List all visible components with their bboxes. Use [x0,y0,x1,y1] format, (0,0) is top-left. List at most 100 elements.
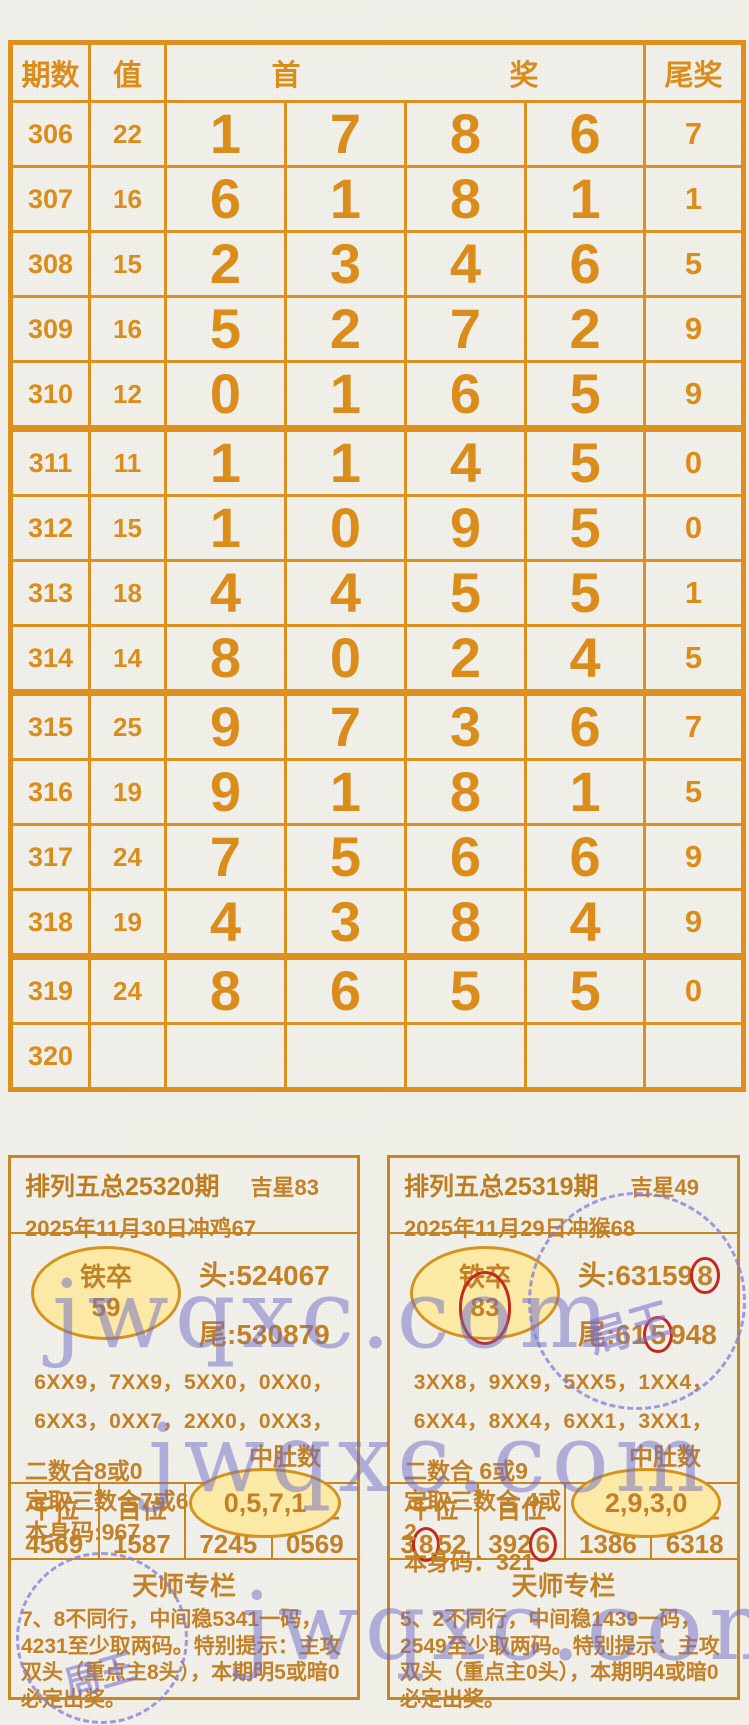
digit-cell: 5 [523,360,647,432]
digit-cell: 6 [523,691,647,761]
digit-cell: 5 [404,955,527,1025]
digit-cell: 0 [284,494,407,562]
digit-cell: 1 [164,427,287,497]
tail-cell: 7 [643,691,746,761]
head-tail-block: 头:524067 尾:530879 [199,1246,330,1353]
iron-head-tail-row: 铁卒 59 头:524067 尾:530879 [11,1234,357,1353]
table-row: 311 11 1 1 4 5 0 [9,427,746,497]
tail-cell: 1 [643,559,746,627]
first-prize-label: 首奖 [167,52,643,94]
digit-cell: 4 [523,624,647,696]
expert-column-text: 5、2不同行，中间稳1439一码，2549至少取两码。特别提示：主攻双头（重点主… [400,1608,720,1711]
lucky-star: 吉星83 [250,1175,319,1200]
position-label: 千位 [408,1496,459,1524]
self-code: 本身码：321 [404,1549,535,1576]
tail-prefix: 尾:61 [578,1319,647,1350]
digit-cell: 1 [164,100,287,168]
digit-cell: 4 [404,230,527,298]
head-circled-digit: 8 [690,1257,720,1295]
expert-column-title: 天师专栏 [511,1571,616,1601]
period-cell: 313 [9,559,91,627]
digit-cell: 7 [284,100,407,168]
head-tail-block: 头:63159 8 尾:61 5 948 [578,1246,720,1354]
digit-cell: 9 [164,691,287,761]
value-cell: 19 [88,888,167,960]
tail-cell: 9 [643,295,746,363]
tail-cell: 5 [643,758,746,826]
digit-cell: 0 [284,624,407,696]
digit-cell: 1 [284,360,407,432]
digit-cell: 6 [404,823,527,891]
digit-cell [284,1022,407,1091]
two-digit-sum: 二数合8或0 [25,1458,143,1484]
digit-cell: 2 [164,230,287,298]
three-digit-sum: 定取三数合7或6 [25,1488,189,1515]
digit-cell: 9 [404,494,527,562]
value-cell: 16 [88,165,167,233]
table-row: 314 14 8 0 2 4 5 [9,624,746,696]
table-row: 312 15 1 0 9 5 0 [9,494,746,562]
digit-cell: 5 [164,295,287,363]
prediction-panel-25319: 排列五总25319期 吉星49 2025年11月29日冲猴68 铁卒 83 头:… [387,1155,740,1711]
value-cell: 24 [88,955,167,1025]
panel-title-row: 排列五总25319期 吉星49 [404,1167,725,1203]
table-row: 313 18 4 4 5 5 1 [9,559,746,627]
table-row: 315 25 9 7 3 6 7 [9,691,746,761]
tail-cell: 0 [643,494,746,562]
digit-cell: 8 [164,624,287,696]
position-label: 百位 [116,1496,167,1524]
table-row: 309 16 5 2 7 2 9 [9,295,746,363]
three-digit-sum: 定取三数合 4或2 [404,1488,562,1545]
digit-cell: 6 [523,230,647,298]
position-values: 392 6 [479,1527,564,1563]
digit-cell: 8 [404,165,527,233]
table-header-row: 期数 值 首奖 尾奖 [9,41,746,103]
digit-cell: 6 [523,823,647,891]
table-row: 306 22 1 7 8 6 7 [9,100,746,168]
digit-cell: 4 [164,559,287,627]
expert-column-title: 天师专栏 [131,1571,236,1601]
digit-cell: 7 [164,823,287,891]
belly-numbers-oval: 0,5,7,1 [189,1468,341,1538]
code-patterns-line2: 6XX3，0XX7，2XX0，0XX3， [34,1410,334,1433]
panel-middle-section: 铁卒 59 头:524067 尾:530879 6XX9，7XX9，5XX0，0… [11,1234,357,1545]
digit-cell: 1 [164,494,287,562]
digit-cell: 6 [404,360,527,432]
tail-numbers: 尾:61 5 948 [578,1313,717,1354]
digit-cell: 8 [404,100,527,168]
digit-cell: 3 [284,888,407,960]
digit-cell: 5 [523,427,647,497]
period-cell: 317 [9,823,91,891]
period-cell: 309 [9,295,91,363]
tail-cell: 7 [643,100,746,168]
self-code: 本身码:967 [25,1518,141,1545]
period-cell: 308 [9,230,91,298]
position-hundreds: 百位 392 6 [476,1484,564,1563]
expert-column-text: 7、8不同行，中间稳5341一码，4231至少取两码。特别提示：主攻双头（重点主… [21,1608,341,1711]
table-row: 319 24 8 6 5 5 0 [9,955,746,1025]
tail-cell: 9 [643,823,746,891]
panel-title: 排列五总25320期 [25,1173,220,1201]
digit-cell: 5 [523,559,647,627]
code-patterns-line1: 6XX9，7XX9，5XX0，0XX0， [34,1371,334,1394]
panel-title: 排列五总25319期 [404,1173,599,1201]
period-cell: 310 [9,360,91,432]
tail-prefix: 尾:530879 [199,1319,330,1350]
table-row: 318 19 4 3 8 4 9 [9,888,746,960]
digit-cell: 5 [404,559,527,627]
pos-prefix: 3 [400,1529,415,1559]
value-cell: 15 [88,494,167,562]
code-patterns-line2: 6XX4，8XX4，6XX1，3XX1， [413,1410,714,1433]
digit-cell: 1 [523,165,647,233]
table-row: 320 [9,1022,746,1091]
digit-cell: 2 [523,295,647,363]
iron-pawn-value-circled: 83 [458,1271,512,1345]
digit-cell: 6 [164,165,287,233]
tail-cell: 1 [643,165,746,233]
sums-row: 二数合 6或9 定取三数合 4或2 本身码：321 2,9,3,0 [390,1456,737,1577]
prize-history-table: 期数 值 首奖 尾奖 306 22 1 7 8 6 7 307 16 6 1 8 1 1 308 15 2 3… [8,40,747,1092]
period-cell: 306 [9,100,91,168]
digit-cell: 7 [284,691,407,761]
value-cell: 12 [88,360,167,432]
panel-header: 排列五总25320期 吉星83 2025年11月30日冲鸡67 [11,1158,357,1241]
